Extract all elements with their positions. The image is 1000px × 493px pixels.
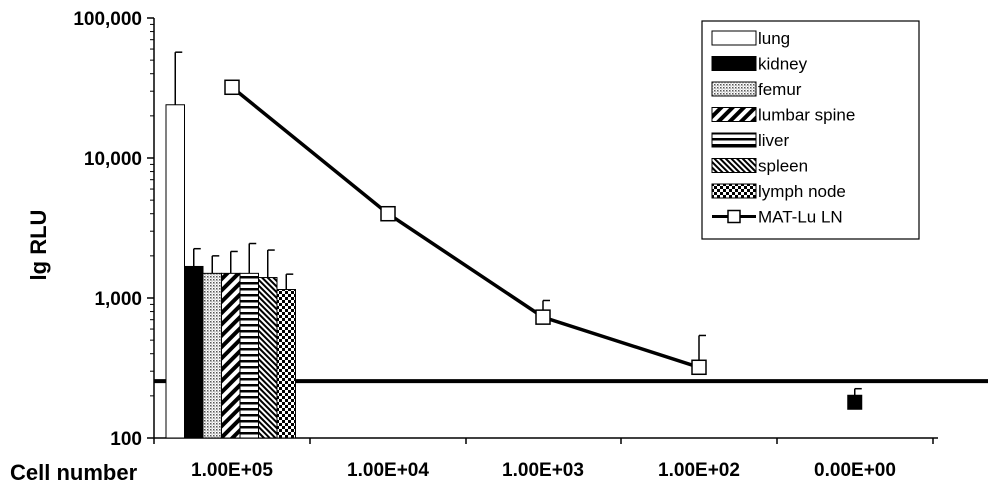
legend-swatch bbox=[711, 158, 757, 173]
line-marker bbox=[380, 205, 396, 222]
legend-label: lymph node bbox=[758, 182, 846, 201]
line-marker bbox=[535, 309, 551, 325]
bar-femur bbox=[202, 272, 222, 439]
legend-swatch bbox=[711, 107, 757, 122]
legend-swatch bbox=[711, 132, 757, 148]
bar-lung bbox=[165, 104, 185, 439]
legend-label: lumbar spine bbox=[758, 106, 855, 125]
y-tick-label: 10,000 bbox=[84, 149, 142, 170]
point-kidney bbox=[847, 394, 863, 410]
bar-lumbar-spine bbox=[221, 272, 241, 439]
legend-label: liver bbox=[758, 131, 790, 150]
y-axis-title: lg RLU bbox=[26, 210, 51, 281]
x-tick-label: 0.00E+00 bbox=[814, 460, 896, 481]
legend-box bbox=[701, 20, 920, 240]
legend-label: lung bbox=[758, 29, 790, 48]
line-marker bbox=[224, 79, 240, 96]
legend-swatch bbox=[711, 30, 757, 46]
series-line-path bbox=[230, 85, 700, 369]
bar-liver bbox=[239, 272, 259, 439]
legend-label: MAT-Lu LN bbox=[758, 208, 843, 227]
bar-kidney bbox=[184, 265, 204, 439]
series-line bbox=[224, 79, 707, 376]
bars bbox=[165, 51, 863, 439]
x-axis-title: Cell number bbox=[10, 460, 138, 485]
legend-swatch bbox=[711, 183, 757, 199]
legend-label: femur bbox=[758, 80, 802, 99]
y-tick-label: 1,000 bbox=[94, 289, 142, 310]
x-tick-label: 1.00E+03 bbox=[502, 460, 584, 481]
tick-labels: 100 1,000 10,000 100,000 1.00E+05 1.00E+04 1.0… bbox=[73, 9, 896, 481]
bar-lymph-node bbox=[276, 289, 296, 439]
legend: lung kidney femur lumbar spine liver spleen ly… bbox=[701, 20, 920, 240]
x-tick-label: 1.00E+04 bbox=[347, 460, 429, 481]
x-tick-label: 1.00E+02 bbox=[658, 460, 740, 481]
legend-label: spleen bbox=[758, 157, 808, 176]
bar-spleen bbox=[258, 277, 278, 439]
legend-swatch bbox=[711, 56, 757, 71]
y-tick-label: 100,000 bbox=[73, 9, 142, 30]
legend-swatch bbox=[711, 81, 757, 97]
y-tick-label: 100 bbox=[110, 429, 142, 450]
legend-marker bbox=[727, 209, 741, 224]
line-marker bbox=[691, 359, 707, 376]
legend-label: kidney bbox=[758, 55, 808, 74]
x-tick-label: 1.00E+05 bbox=[191, 460, 273, 481]
